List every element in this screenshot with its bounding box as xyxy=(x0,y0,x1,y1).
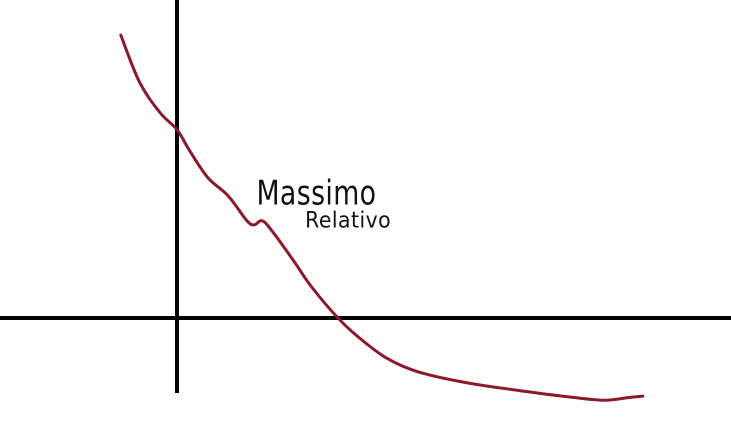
data-point xyxy=(245,219,248,222)
data-point xyxy=(227,195,230,198)
data-point xyxy=(310,285,313,288)
data-point xyxy=(573,396,576,399)
data-point xyxy=(384,356,387,359)
data-point xyxy=(119,34,122,37)
data-point xyxy=(641,395,644,398)
data-point xyxy=(292,259,295,262)
data-point xyxy=(253,223,256,226)
annotation-relativo: Relativo xyxy=(305,209,391,234)
data-point xyxy=(604,399,607,402)
data-point xyxy=(270,229,273,232)
data-point xyxy=(176,128,179,131)
data-point xyxy=(415,370,418,373)
data-point xyxy=(357,336,360,339)
data-point xyxy=(628,396,631,399)
data-point xyxy=(260,219,263,222)
data-point xyxy=(518,389,521,392)
data-point xyxy=(206,176,209,179)
data-point xyxy=(138,80,141,83)
annotation-massimo: Massimo xyxy=(256,173,376,213)
data-point xyxy=(463,381,466,384)
data-point xyxy=(188,149,191,152)
data-point xyxy=(158,111,161,114)
data-point xyxy=(337,317,340,320)
